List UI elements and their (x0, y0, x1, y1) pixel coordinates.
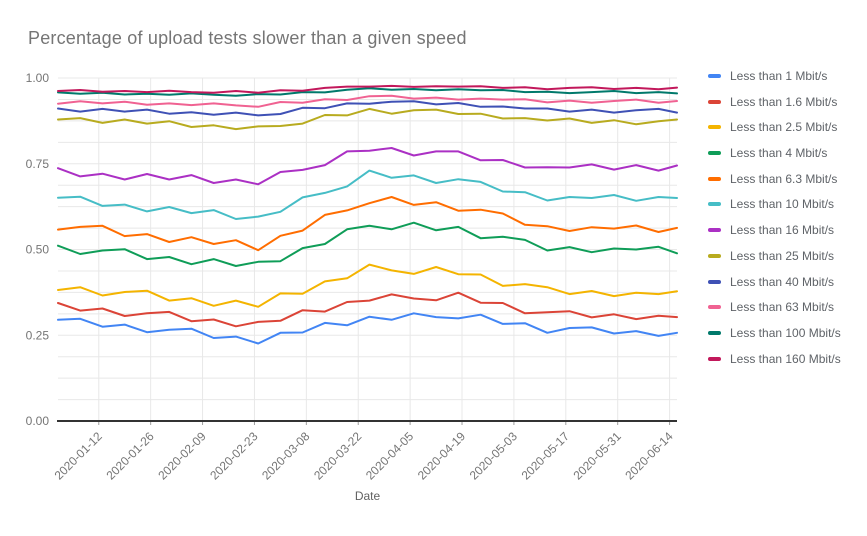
legend-item-less-than-160-mbit-s: Less than 160 Mbit/s (708, 351, 841, 367)
x-tick-label: 2020-05-03 (467, 429, 521, 483)
series-line-less-than-4-mbit-s (57, 221, 678, 267)
x-tick-label: 2020-06-14 (622, 429, 676, 483)
legend-swatch-icon (708, 356, 721, 361)
legend-label: Less than 6.3 Mbit/s (730, 171, 838, 186)
x-tick-label: 2020-04-05 (363, 429, 417, 483)
legend-swatch-icon (708, 176, 721, 181)
series-line-less-than-40-mbit-s (57, 100, 678, 117)
legend-label: Less than 2.5 Mbit/s (730, 120, 838, 135)
series-line-less-than-16-mbit-s (57, 147, 678, 186)
series-line-less-than-2-5-mbit-s (57, 263, 678, 308)
legend-label: Less than 10 Mbit/s (730, 197, 835, 212)
legend-label: Less than 16 Mbit/s (730, 223, 835, 238)
series-line-less-than-1-6-mbit-s (57, 291, 678, 328)
legend-item-less-than-40-mbit-s: Less than 40 Mbit/s (708, 274, 841, 290)
legend-item-less-than-2-5-mbit-s: Less than 2.5 Mbit/s (708, 119, 841, 135)
series-line-less-than-1-mbit-s (57, 312, 678, 345)
x-tick-label: 2020-05-31 (571, 429, 625, 483)
x-tick-label: 2020-03-22 (311, 429, 365, 483)
series-line-less-than-25-mbit-s (57, 107, 678, 131)
legend-swatch-icon (708, 253, 721, 258)
legend-swatch-icon (708, 279, 721, 284)
legend-label: Less than 25 Mbit/s (730, 248, 835, 263)
y-tick-label: 1.00 (26, 71, 50, 85)
legend-swatch-icon (708, 151, 721, 156)
x-tick-label: 2020-02-23 (207, 429, 261, 483)
legend-label: Less than 1 Mbit/s (730, 69, 828, 83)
legend-label: Less than 1.6 Mbit/s (730, 94, 838, 109)
legend-item-less-than-100-mbit-s: Less than 100 Mbit/s (708, 325, 841, 341)
legend-swatch-icon (708, 305, 721, 310)
legend-swatch-icon (708, 228, 721, 233)
series-line-less-than-63-mbit-s (57, 94, 678, 108)
legend-item-less-than-10-mbit-s: Less than 10 Mbit/s (708, 196, 841, 212)
legend-item-less-than-4-mbit-s: Less than 4 Mbit/s (708, 145, 841, 161)
legend-swatch-icon (708, 125, 721, 130)
legend-item-less-than-6-3-mbit-s: Less than 6.3 Mbit/s (708, 171, 841, 187)
legend-item-less-than-1-mbit-s: Less than 1 Mbit/s (708, 68, 841, 84)
chart-title: Percentage of upload tests slower than a… (28, 28, 467, 48)
series-line-less-than-6-3-mbit-s (57, 196, 678, 252)
legend-item-less-than-63-mbit-s: Less than 63 Mbit/s (708, 299, 841, 315)
y-tick-label: 0.50 (26, 243, 50, 257)
x-tick-label: 2020-05-17 (519, 429, 573, 483)
legend-label: Less than 100 Mbit/s (730, 325, 841, 340)
legend-label: Less than 4 Mbit/s (730, 146, 828, 161)
x-tick-label: 2020-01-26 (103, 429, 157, 483)
x-tick-label: 2020-02-09 (155, 429, 209, 483)
y-tick-label: 0.00 (26, 414, 50, 428)
legend-item-less-than-25-mbit-s: Less than 25 Mbit/s (708, 248, 841, 264)
legend: Less than 1 Mbit/s Less than 1.6 Mbit/s Le… (708, 68, 841, 367)
legend-item-less-than-1-6-mbit-s: Less than 1.6 Mbit/s (708, 94, 841, 110)
legend-swatch-icon (708, 74, 721, 78)
legend-label: Less than 160 Mbit/s (730, 351, 841, 366)
y-tick-label: 0.75 (26, 157, 50, 171)
x-tick-label: 2020-03-08 (259, 429, 313, 483)
legend-label: Less than 40 Mbit/s (730, 274, 835, 289)
legend-swatch-icon (708, 202, 721, 207)
x-tick-label: 2020-01-12 (52, 429, 106, 483)
legend-swatch-icon (708, 330, 721, 335)
series-line-less-than-10-mbit-s (57, 169, 678, 220)
legend-item-less-than-16-mbit-s: Less than 16 Mbit/s (708, 222, 841, 238)
series-line-less-than-160-mbit-s (57, 84, 678, 94)
y-tick-label: 0.25 (26, 328, 50, 342)
x-tick-label: 2020-04-19 (415, 429, 469, 483)
legend-swatch-icon (708, 99, 721, 104)
legend-label: Less than 63 Mbit/s (730, 300, 835, 315)
series-line-less-than-100-mbit-s (57, 87, 678, 97)
x-axis-title: Date (354, 489, 381, 503)
